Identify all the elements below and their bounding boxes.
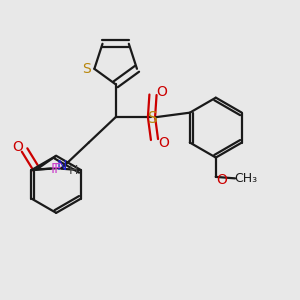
Text: CH₃: CH₃ [234,172,257,185]
Text: F: F [53,162,61,176]
Text: H: H [69,164,79,177]
Text: F: F [50,162,59,176]
Text: O: O [216,173,227,188]
Text: S: S [82,62,91,76]
Text: O: O [158,136,169,149]
Text: S: S [148,111,158,126]
Text: O: O [157,85,167,99]
Text: O: O [13,140,23,154]
Text: N: N [57,159,67,173]
